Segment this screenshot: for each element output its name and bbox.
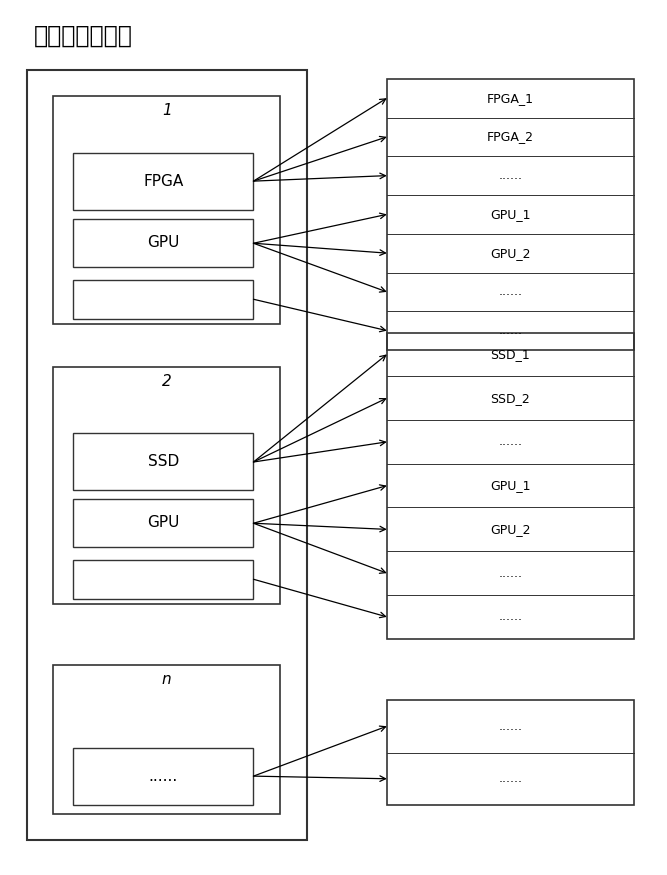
- Text: ......: ......: [498, 720, 522, 732]
- Text: GPU: GPU: [147, 515, 179, 530]
- Text: ......: ......: [498, 324, 522, 337]
- Text: 2: 2: [162, 374, 171, 389]
- Bar: [73, 560, 253, 599]
- Text: ......: ......: [498, 169, 522, 182]
- Text: ......: ......: [498, 567, 522, 579]
- Bar: [387, 332, 634, 639]
- Text: ......: ......: [498, 285, 522, 298]
- Text: 1: 1: [162, 103, 171, 118]
- Text: GPU_2: GPU_2: [490, 247, 530, 260]
- Text: FPGA_1: FPGA_1: [487, 92, 534, 105]
- Bar: [387, 79, 634, 350]
- Bar: [387, 700, 634, 805]
- Bar: [27, 70, 307, 840]
- Bar: [53, 368, 280, 604]
- Bar: [73, 433, 253, 490]
- Text: ......: ......: [498, 436, 522, 448]
- Text: GPU_2: GPU_2: [490, 523, 530, 536]
- Text: ......: ......: [498, 611, 522, 623]
- Text: GPU_1: GPU_1: [490, 480, 530, 492]
- Text: SSD: SSD: [148, 454, 179, 469]
- Bar: [73, 280, 253, 319]
- Bar: [73, 219, 253, 267]
- Bar: [73, 748, 253, 805]
- Text: GPU_1: GPU_1: [490, 208, 530, 220]
- Text: FPGA: FPGA: [143, 174, 183, 189]
- Text: 硬件加速资源组: 硬件加速资源组: [33, 24, 132, 48]
- Text: SSD_1: SSD_1: [490, 348, 530, 360]
- Text: GPU: GPU: [147, 235, 179, 250]
- Text: FPGA_2: FPGA_2: [487, 130, 534, 144]
- Bar: [53, 96, 280, 324]
- Text: ......: ......: [149, 769, 178, 784]
- Text: n: n: [162, 672, 171, 687]
- Bar: [53, 665, 280, 814]
- Text: ......: ......: [498, 773, 522, 785]
- Bar: [73, 499, 253, 547]
- Bar: [73, 153, 253, 210]
- Text: SSD_2: SSD_2: [490, 392, 530, 404]
